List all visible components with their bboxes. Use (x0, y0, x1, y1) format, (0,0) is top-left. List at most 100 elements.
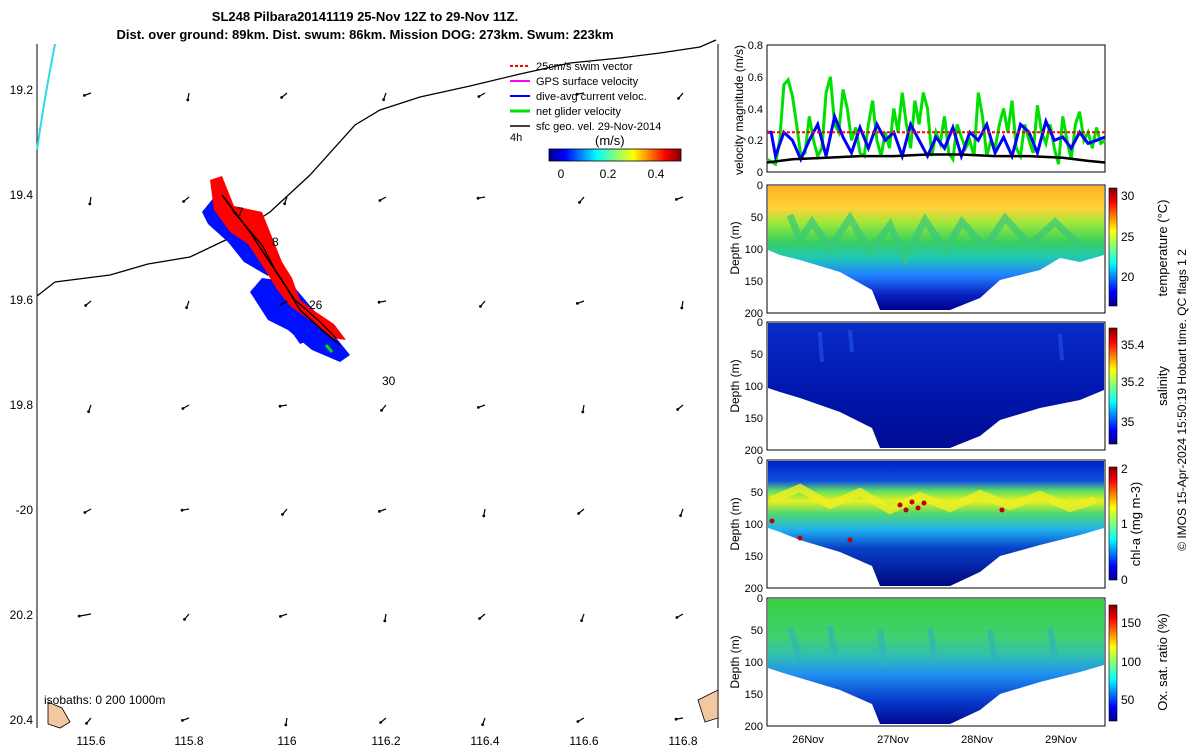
sal-ytick-1: 50 (751, 349, 763, 361)
net-velocity-mark (324, 344, 334, 353)
chl-ytick-2: 100 (745, 519, 763, 531)
geo-arrow-head (182, 200, 186, 203)
swim-vector-swath (210, 176, 346, 340)
speed-colorbar (548, 148, 682, 162)
geo-arrow-head (77, 614, 81, 618)
lat-tick-2: 19.6 (10, 293, 34, 307)
geostrophic-arrows (77, 92, 684, 727)
chl-ytick-3: 150 (745, 551, 763, 563)
geo-arrow-head (186, 98, 190, 102)
isobaths-note: isobaths: 0 200 1000m (44, 693, 165, 707)
geo-arrow-head (577, 512, 580, 515)
temp-ytick-2: 100 (745, 244, 763, 256)
chl-cbar-tick-2: 2 (1121, 462, 1128, 476)
geo-arrow-head (83, 511, 87, 514)
legend-net-label: net glider velocity (536, 106, 621, 118)
oxygen-cbar-label: Ox. sat. ratio (%) (1155, 613, 1170, 711)
date-tick-1: 27Nov (877, 734, 909, 746)
oxygen-panel: Depth (m) 0 50 100 150 200 50 100 150 Ox… (728, 593, 1170, 746)
current-vector-swath-3 (275, 308, 320, 344)
chla-cbar-label: chl-a (mg m-3) (1128, 482, 1143, 567)
lon-tick-6: 116.8 (668, 734, 697, 748)
geo-arrow-head (581, 410, 585, 414)
lon-tick-4: 116.4 (470, 734, 499, 748)
sal-cbar-tick-2: 35.4 (1121, 338, 1145, 352)
ox-cbar-tick-1: 100 (1121, 655, 1141, 669)
map-axes (36, 44, 719, 728)
geo-arrow-head (576, 302, 579, 305)
geo-arrow-head (183, 618, 186, 621)
geo-arrow (79, 613, 92, 617)
chla-max-layer (770, 483, 1097, 515)
figure-subtitle: Dist. over ground: 89km. Dist. swum: 86k… (116, 27, 614, 42)
velocity-panel: 0 0.2 0.4 0.6 0.8 velocity magnitude (m/… (732, 40, 1106, 179)
sal-ytick-0: 0 (757, 317, 763, 329)
lat-tick-6: 20.4 (10, 713, 34, 727)
legend-geo-label: sfc geo. vel. 29-Nov-2014 (536, 121, 661, 133)
coastline-cyan (36, 43, 56, 151)
geo-arrow-head (378, 199, 382, 202)
temp-ytick-1: 50 (751, 212, 763, 224)
figure-title: SL248 Pilbara20141119 25-Nov 12Z to 29-N… (211, 9, 519, 24)
vel-ytick-1: 0.2 (748, 135, 763, 147)
sal-cbar-tick-0: 35 (1121, 415, 1135, 429)
geo-arrow-head (477, 406, 480, 409)
temperature-panel: Depth (m) 0 50 100 150 200 20 25 30 temp… (728, 180, 1170, 320)
geo-arrow-head (278, 404, 282, 408)
geo-arrow-head (88, 202, 92, 206)
temp-cbar-tick-0: 20 (1121, 270, 1135, 284)
legend-gps-label: GPS surface velocity (536, 76, 639, 88)
sal-cbar-tick-1: 35.2 (1121, 375, 1145, 389)
chl-cbar-tick-1: 1 (1121, 517, 1128, 531)
geo-arrow-head (676, 408, 679, 411)
chl-cbar-tick-0: 0 (1121, 573, 1128, 587)
geo-arrow-head (677, 97, 680, 100)
temperature-ylabel: Depth (m) (728, 221, 742, 274)
lat-tick-3: 19.8 (10, 398, 34, 412)
oxygen-ylabel: Depth (m) (728, 635, 742, 688)
lon-tick-2: 116 (277, 734, 296, 748)
geo-arrow-head (479, 305, 482, 308)
temp-ytick-3: 150 (745, 276, 763, 288)
vel-ytick-2: 0.4 (748, 104, 763, 116)
ox-ytick-4: 200 (745, 721, 763, 733)
geo-arrow-head (481, 723, 484, 726)
velocity-yticks: 0 0.2 0.4 0.6 0.8 (748, 40, 763, 179)
geo-arrow-head (279, 303, 283, 306)
day-label-8: 8 (272, 235, 279, 249)
salinity-ylabel: Depth (m) (728, 359, 742, 412)
legend-item-current: dive-avg current veloc. (510, 91, 647, 103)
lon-ticks: 115.6 115.8 116 116.2 116.4 116.6 116.8 (76, 734, 697, 748)
geo-arrow-head (383, 619, 387, 623)
speed-colorbar-label: (m/s) (595, 133, 625, 148)
sal-ytick-3: 150 (745, 413, 763, 425)
lon-tick-1: 115.8 (174, 734, 203, 748)
geo-arrow-head (382, 98, 385, 101)
legend-swim-label: 25cm/s swim vector (536, 61, 633, 73)
geo-arrow-head (476, 196, 480, 200)
geo-arrow-head (280, 96, 283, 99)
geo-arrow-head (580, 619, 583, 622)
lat-tick-1: 19.4 (10, 188, 34, 202)
temp-cbar-tick-1: 25 (1121, 230, 1135, 244)
legend-current-label: dive-avg current veloc. (536, 91, 647, 103)
geo-arrow-head (85, 722, 88, 725)
day-label-30: 30 (382, 374, 396, 388)
temperature-texture (786, 211, 1083, 266)
glider-track (202, 176, 350, 362)
land-patch-left (47, 701, 71, 729)
legend-item-gps: GPS surface velocity (510, 76, 639, 88)
map-panel: 7 8 26 30 isobaths: 0 200 1000m 25cm/s s… (10, 39, 719, 748)
ox-cbar-tick-2: 150 (1121, 616, 1141, 630)
geo-arrow-head (281, 513, 284, 516)
geo-arrow-head (482, 514, 486, 518)
geo-arrow-head (181, 407, 185, 410)
velocity-series-3 (766, 153, 1106, 164)
geo-arrow-head (478, 617, 481, 620)
temperature-colorbar (1108, 187, 1118, 307)
chla-high-points (769, 499, 1005, 543)
map-legend: 25cm/s swim vector GPS surface velocity … (510, 61, 682, 181)
oxygen-colorbar (1108, 604, 1118, 722)
geo-arrow-head (83, 94, 86, 97)
